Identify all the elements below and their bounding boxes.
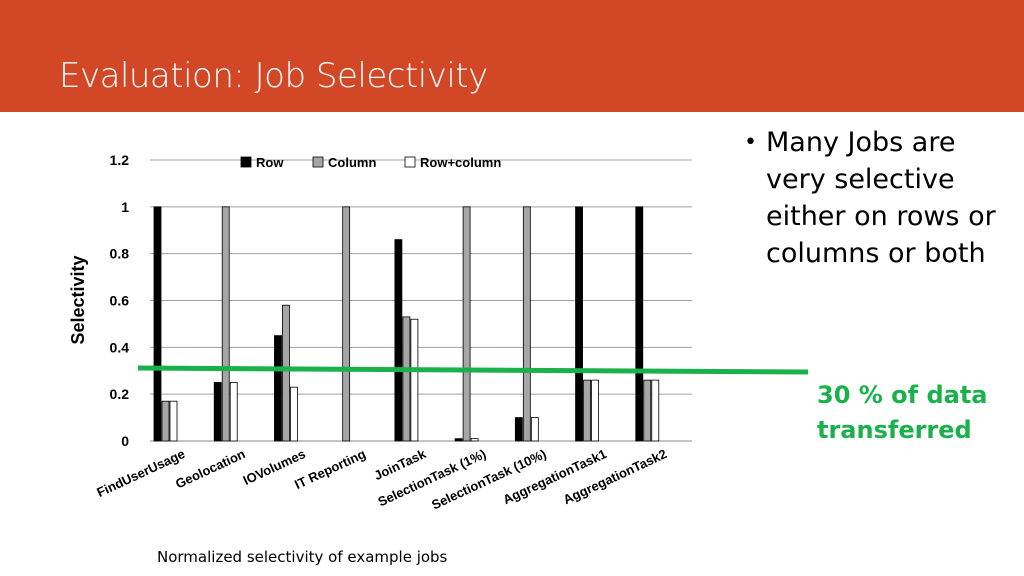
y-tick-label: 0.6 — [110, 293, 130, 309]
bar-column — [161, 400, 170, 442]
x-tick-label: Geolocation — [173, 446, 247, 491]
bar-row-column — [290, 386, 298, 442]
bar-row — [514, 417, 523, 442]
y-tick-label: 0.4 — [110, 339, 130, 355]
y-tick-label: 0.2 — [110, 386, 130, 402]
bullet-dot: • — [744, 130, 757, 155]
bar-row — [274, 335, 282, 442]
y-axis-ticks: 0 0.2 0.4 0.6 0.8 1 1.2 — [110, 152, 130, 449]
bar-row — [454, 438, 463, 442]
y-axis-label: Selectivity — [68, 255, 88, 344]
legend-label: Row — [256, 155, 284, 170]
slide-title: Evaluation: Job Selectivity — [59, 56, 488, 96]
bar-row-column — [229, 382, 238, 442]
selectivity-chart: 0 0.2 0.4 0.6 0.8 1 1.2 FindUserUsageGeolocati… — [68, 152, 809, 513]
threshold-line — [137, 365, 809, 375]
threshold-annotation: 30 % of data transferred — [817, 381, 988, 444]
y-tick-label: 0 — [121, 433, 129, 449]
bar-row-column — [591, 379, 599, 442]
bar-row — [153, 206, 162, 442]
title-bar: Evaluation: Job Selectivity — [0, 0, 1024, 112]
bar-column — [522, 206, 531, 442]
bar-row — [394, 239, 403, 442]
bar-column — [342, 206, 351, 442]
bar-row-column — [530, 417, 539, 442]
bar-row — [635, 206, 644, 442]
bar-column — [402, 316, 411, 442]
bar-column — [462, 206, 471, 442]
bar-row-column — [651, 379, 660, 442]
bar-row — [575, 206, 583, 442]
bar-column — [583, 379, 591, 442]
bar-row-column — [169, 400, 178, 442]
y-tick-label: 1.2 — [110, 152, 130, 168]
bar-row-column — [410, 318, 419, 442]
bar-column — [221, 206, 230, 442]
bar-column — [643, 379, 652, 442]
x-tick-label: FindUserUsage — [94, 446, 187, 500]
legend-swatch — [312, 156, 324, 168]
bar-row-column — [470, 438, 479, 442]
x-tick-label: AggregationTask1 — [501, 446, 609, 507]
legend-label: Row+column — [420, 155, 501, 170]
legend-swatch — [240, 156, 252, 168]
bullet-item: • Many Jobs are very selective either on… — [742, 124, 1012, 272]
legend-label: Column — [328, 155, 376, 170]
chart-gridlines — [150, 159, 692, 442]
chart-bars — [153, 206, 660, 442]
chart-legend: Row Column Row+column — [240, 155, 501, 170]
bar-row — [213, 382, 222, 442]
legend-swatch — [404, 156, 416, 168]
bullet-list: • Many Jobs are very selective either on… — [742, 124, 1012, 272]
x-tick-label: AggregationTask2 — [561, 446, 669, 507]
bar-column — [282, 304, 290, 442]
y-tick-label: 1 — [121, 199, 129, 215]
y-tick-label: 0.8 — [110, 246, 130, 262]
chart-caption: Normalized selectivity of example jobs — [157, 548, 448, 566]
bullet-text: Many Jobs are very selective either on r… — [766, 127, 996, 269]
